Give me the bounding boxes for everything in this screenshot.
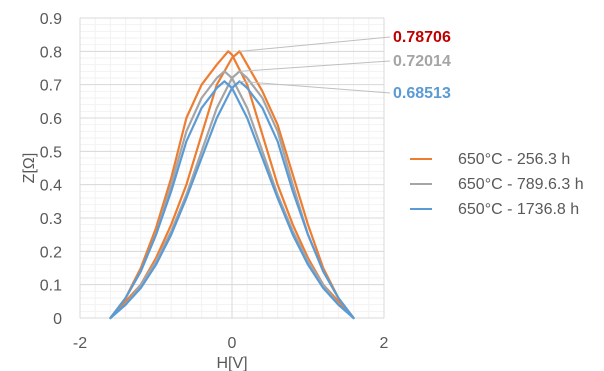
y-tick-label: 0.5 [40, 144, 62, 161]
peak-callouts: 0.78706 0.72014 0.68513 [239, 29, 451, 102]
y-tick-label: 0.2 [40, 244, 62, 261]
series-2-branch-0 [109, 80, 355, 320]
y-tick-labels: 0 0.1 0.2 0.3 0.4 0.5 0.6 0.7 0.8 0.9 [40, 11, 62, 328]
peak-value-label-1: 0.72014 [393, 53, 451, 70]
y-tick-label: 0.8 [40, 44, 62, 61]
legend-label-0: 650°C - 256.3 h [458, 151, 570, 168]
y-tick-label: 0.9 [40, 11, 62, 28]
x-axis-title: H[V] [216, 355, 247, 371]
y-tick-label: 0.4 [40, 178, 62, 195]
callout-leader-2 [239, 80, 391, 94]
y-tick-label: 0 [53, 311, 62, 328]
legend-label-2: 650°C - 1736.8 h [458, 201, 579, 218]
major-gridlines [79, 17, 385, 319]
legend: 650°C - 256.3 h 650°C - 789.6.3 h 650°C - … [410, 151, 584, 218]
x-tick-label: 0 [228, 335, 237, 352]
peak-value-label-0: 0.78706 [393, 29, 451, 46]
x-tick-labels: -2 0 2 [73, 335, 389, 352]
y-axis-title: Z[Ω] [21, 153, 38, 184]
callout-leader-0 [239, 36, 391, 52]
series-lines [109, 50, 355, 320]
y-tick-label: 0.1 [40, 278, 62, 295]
y-tick-label: 0.6 [40, 111, 62, 128]
series-0-branch-1 [109, 50, 355, 320]
peak-value-label-2: 0.68513 [393, 85, 451, 102]
callout-leader-1 [239, 60, 391, 72]
y-tick-label: 0.7 [40, 78, 62, 95]
y-tick-label: 0.3 [40, 211, 62, 228]
x-tick-label: -2 [73, 335, 87, 352]
series-0-branch-0 [109, 50, 355, 320]
series-2-branch-1 [109, 80, 355, 320]
x-tick-label: 2 [380, 335, 389, 352]
legend-label-1: 650°C - 789.6.3 h [458, 176, 584, 193]
